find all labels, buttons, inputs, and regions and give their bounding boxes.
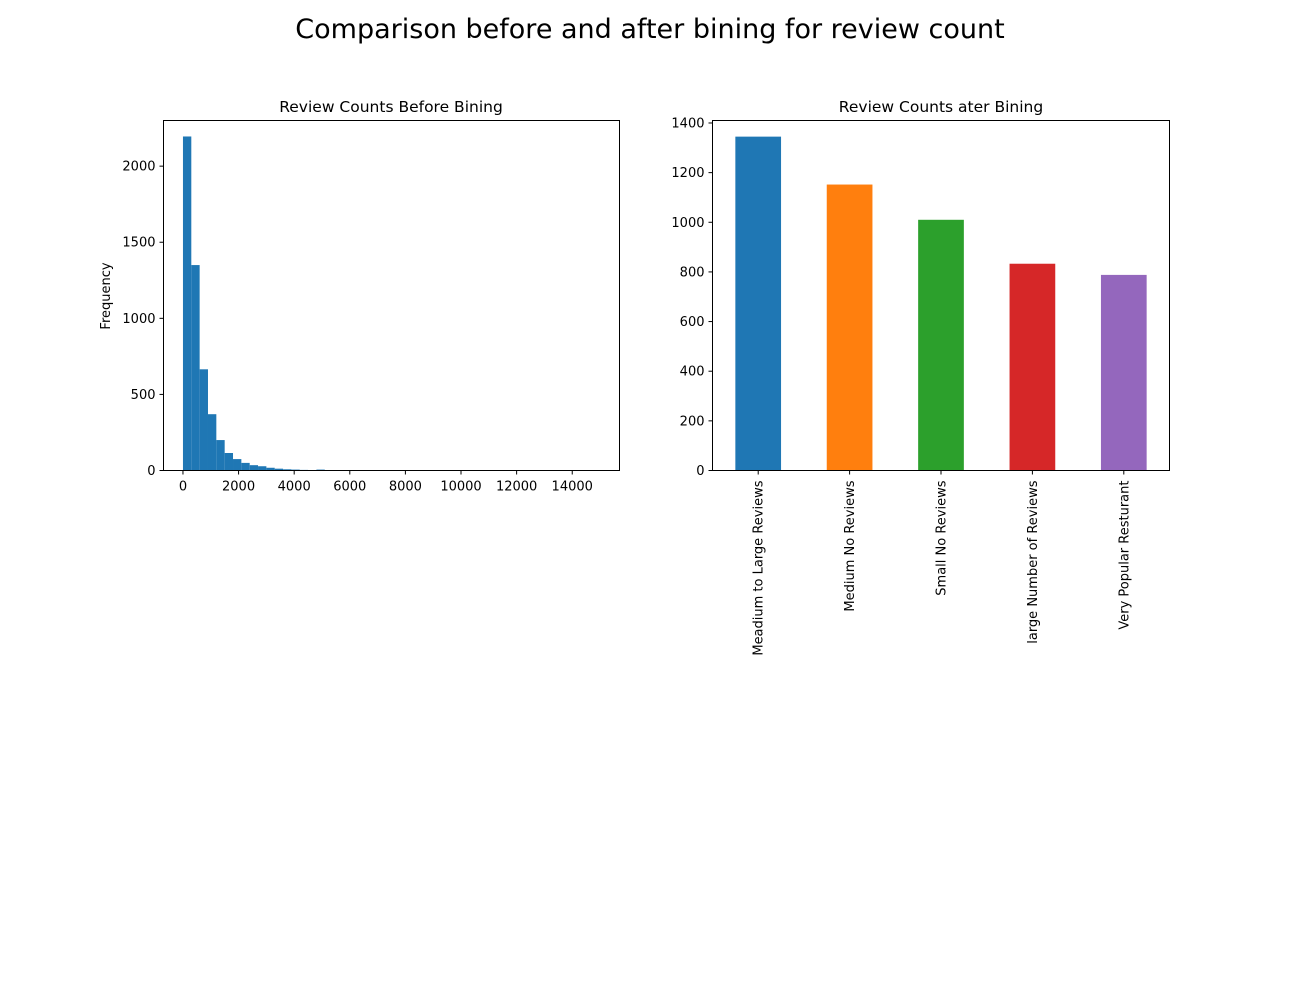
histogram-y-tick-label: 1000: [122, 312, 155, 327]
histogram-x-tick-label: 8000: [389, 480, 422, 495]
histogram-bar: [258, 466, 267, 471]
binned-x-tick-label: Small No Reviews: [935, 480, 950, 595]
histogram-x-tick-label: 4000: [278, 480, 311, 495]
binned-x-ticks: Meadium to Large Reviews Medium No Review…: [752, 470, 1132, 656]
histogram-bar: [249, 465, 259, 471]
histogram-axes-frame: [163, 120, 620, 471]
binned-y-tick-label: 400: [680, 365, 705, 380]
histogram-x-tick-label: 12000: [496, 480, 537, 495]
histogram-bar: [266, 467, 275, 471]
histogram-bar: [191, 265, 200, 471]
histogram-x-ticks: 0 2000 4000 6000 8000 10000 12000 14000: [179, 470, 593, 495]
histogram-bar: [241, 462, 250, 471]
binned-x-tick-label: Very Popular Resturant: [1117, 481, 1132, 630]
binned-bar-title: Review Counts ater Bining: [839, 98, 1043, 116]
histogram-y-tick-label: 0: [147, 464, 155, 479]
histogram-y-tick-label: 1500: [122, 236, 155, 251]
histogram-ylabel: Frequency: [99, 262, 114, 329]
binned-bar: [1100, 274, 1147, 471]
histogram-y-tick-label: 500: [131, 388, 156, 403]
binned-bar: [918, 219, 964, 471]
binned-y-tick-label: 200: [680, 414, 705, 429]
binned-x-tick-label: Meadium to Large Reviews: [752, 480, 767, 655]
histogram-bar: [233, 459, 242, 471]
binned-bars: [735, 136, 1147, 471]
binned-y-tick-label: 600: [680, 315, 705, 330]
binned-y-tick-label: 800: [680, 265, 705, 280]
binned-x-tick-label: Medium No Reviews: [843, 480, 858, 611]
histogram-bar: [224, 453, 234, 471]
binned-bar: [735, 136, 782, 471]
histogram-x-tick-label: 0: [179, 480, 187, 495]
figure-title: Comparison before and after bining for r…: [295, 14, 1005, 45]
binned-y-tick-label: 1000: [671, 216, 704, 231]
binned-x-tick-label: large Number of Reviews: [1026, 480, 1041, 643]
histogram-x-tick-label: 10000: [440, 480, 481, 495]
histogram-bar: [207, 414, 217, 471]
histogram-title: Review Counts Before Bining: [279, 98, 503, 116]
histogram-x-tick-label: 14000: [552, 480, 593, 495]
histogram-bar: [274, 468, 284, 471]
binned-axes-frame: [712, 120, 1170, 471]
binned-bar: [1009, 263, 1056, 471]
binned-bar-panel: Review Counts ater Bining Meadium to Lar…: [671, 98, 1170, 656]
histogram-x-tick-label: 2000: [222, 480, 255, 495]
histogram-panel: Review Counts Before Bining Frequency 0 2…: [99, 98, 620, 495]
histogram-y-ticks: 0 500 1000 1500 2000: [122, 160, 164, 479]
binned-bar: [826, 184, 873, 471]
histogram-y-tick-label: 2000: [122, 160, 155, 175]
binned-y-tick-label: 1400: [671, 116, 704, 131]
histogram-bar: [283, 469, 292, 471]
binned-y-ticks: 0 200 400 600 800 1000 1200 1400: [671, 116, 713, 479]
histogram-bar: [216, 440, 225, 471]
binned-y-tick-label: 0: [696, 464, 704, 479]
histogram-bar: [199, 369, 208, 471]
histogram-bar: [182, 136, 192, 471]
histogram-x-tick-label: 6000: [333, 480, 366, 495]
histogram-bars: [182, 136, 350, 471]
binned-y-tick-label: 1200: [671, 166, 704, 181]
